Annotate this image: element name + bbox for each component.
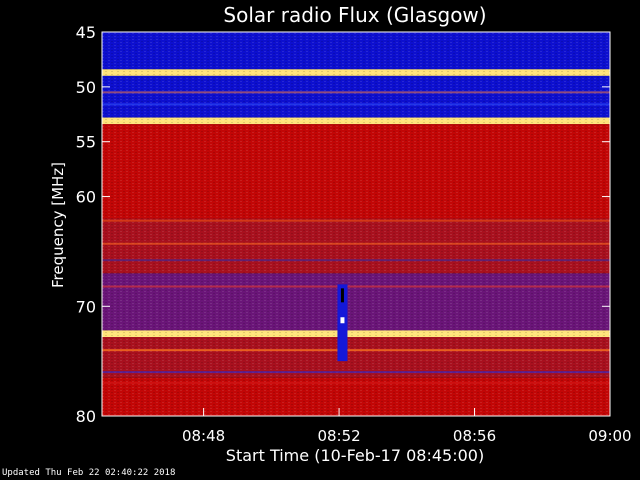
burst-peak [340, 317, 345, 324]
interference-line-4 [102, 259, 610, 262]
y-tick-label-4: 70 [76, 297, 96, 316]
interference-line-0 [102, 91, 610, 94]
spectral-texture [102, 32, 610, 416]
plot-area [101, 31, 611, 417]
x-tick-label-2: 08:56 [453, 427, 496, 445]
x-tick-label-3: 09:00 [588, 427, 631, 445]
x-tick-label-1: 08:52 [317, 427, 360, 445]
x-axis-label: Start Time (10-Feb-17 08:45:00) [226, 446, 484, 465]
interference-line-3 [102, 242, 610, 245]
updated-timestamp: Updated Thu Feb 22 02:40:22 2018 [2, 468, 176, 478]
y-tick-label-5: 80 [76, 407, 96, 426]
burst-core [340, 288, 344, 303]
interference-line-7 [102, 371, 610, 374]
interference-line-6 [102, 349, 610, 352]
interference-line-8 [102, 382, 610, 385]
y-tick-label-3: 60 [76, 188, 96, 207]
interference-line-2 [102, 219, 610, 222]
y-tick-label-2: 55 [76, 133, 96, 152]
burst-feature [337, 284, 348, 362]
y-tick-label-1: 50 [76, 78, 96, 97]
x-tick-label-0: 08:48 [182, 427, 225, 445]
plot-frame [101, 31, 611, 417]
y-tick-label-0: 45 [76, 23, 96, 42]
chart-title: Solar radio Flux (Glasgow) [223, 3, 486, 27]
y-axis-label: Frequency [MHz] [49, 162, 67, 288]
y-axis: 45 50 55 60 70 80 [76, 23, 610, 426]
interference-line-5 [102, 285, 610, 288]
x-axis: 08:48 08:52 08:56 09:00 [182, 408, 632, 445]
interference-line-1 [102, 103, 610, 106]
